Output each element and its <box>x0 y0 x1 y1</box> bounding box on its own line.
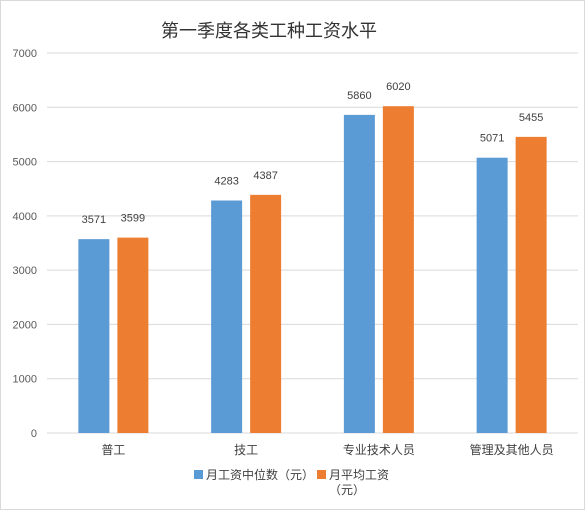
data-label: 5860 <box>347 90 371 102</box>
x-category-label: 普工 <box>101 443 125 457</box>
bar-median <box>476 157 508 433</box>
data-label: 4387 <box>253 170 277 182</box>
y-axis-ticks: 0 1000 2000 3000 4000 5000 6000 7000 <box>13 48 37 440</box>
y-tick-label: 5000 <box>13 157 37 169</box>
y-tick-label: 3000 <box>13 265 37 277</box>
data-label: 6020 <box>386 81 410 93</box>
bar-median <box>211 200 243 433</box>
bar-average <box>250 194 282 433</box>
legend-label-average: 月平均工资（元） <box>329 468 389 497</box>
legend-label-median: 月工资中位数（元） <box>206 467 314 482</box>
y-tick-label: 1000 <box>13 374 37 386</box>
x-category-label: 技工 <box>234 443 258 457</box>
data-label: 3599 <box>121 213 145 225</box>
x-category-label: 管理及其他人员 <box>470 442 554 457</box>
data-label: 5455 <box>519 112 543 124</box>
y-tick-label: 4000 <box>13 211 37 223</box>
bar-median <box>343 114 375 433</box>
bars <box>78 106 547 433</box>
bar-average <box>515 136 547 433</box>
y-tick-label: 7000 <box>13 48 37 60</box>
data-label: 4283 <box>214 175 238 187</box>
legend-swatch-median <box>194 470 203 479</box>
data-label: 3571 <box>82 214 106 226</box>
bar-average <box>117 237 149 433</box>
y-tick-label: 6000 <box>13 102 37 114</box>
legend-swatch-average <box>317 470 326 479</box>
bar-average <box>382 106 414 433</box>
bar-median <box>78 239 110 433</box>
x-category-label: 专业技术人员 <box>343 442 415 457</box>
data-labels: 3571 3599 4283 4387 5860 6020 5071 5455 <box>82 81 544 226</box>
y-tick-label: 0 <box>31 428 37 440</box>
y-tick-label: 2000 <box>13 319 37 331</box>
x-axis-categories: 普工 技工 专业技术人员 管理及其他人员 <box>101 442 553 457</box>
legend: 月工资中位数（元） 月平均工资（元） <box>194 467 389 497</box>
data-label: 5071 <box>480 133 504 145</box>
chart-title: 第一季度各类工种工资水平 <box>161 21 377 42</box>
